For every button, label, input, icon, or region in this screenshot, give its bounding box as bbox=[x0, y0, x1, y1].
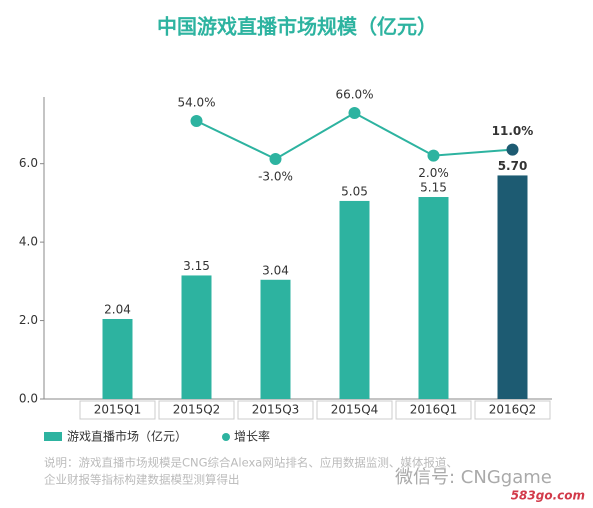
x-tick-box bbox=[237, 400, 314, 420]
growth-point bbox=[269, 153, 282, 165]
data-label: 5.70 bbox=[498, 159, 528, 173]
x-tick-box bbox=[79, 400, 156, 420]
legend-label: 增长率 bbox=[234, 429, 270, 444]
data-label: 5.15 bbox=[420, 181, 447, 195]
bar bbox=[497, 175, 528, 399]
y-tick-label: 2.0 bbox=[19, 313, 38, 327]
data-label: 3.04 bbox=[262, 263, 289, 277]
x-tick-box bbox=[158, 400, 235, 420]
bar bbox=[418, 197, 449, 399]
data-label: 2.0% bbox=[418, 166, 449, 180]
data-label: 2.04 bbox=[104, 302, 131, 316]
growth-point bbox=[427, 149, 440, 162]
note: 企业财报等指标构建数据模型测算得出 bbox=[44, 473, 240, 487]
bar bbox=[339, 200, 370, 399]
x-tick-box bbox=[395, 400, 472, 420]
site: 583go.com bbox=[511, 489, 585, 503]
data-label: -3.0% bbox=[258, 170, 293, 184]
x-tick-label: 2015Q2 bbox=[173, 403, 221, 417]
x-tick-box bbox=[316, 400, 393, 420]
bar bbox=[102, 318, 133, 399]
bar bbox=[260, 279, 291, 399]
growth-line bbox=[196, 111, 513, 161]
note: 说明：游戏直播市场规模是CNG综合Alexa网站排名、应用数据监测、媒体报道、 bbox=[44, 456, 458, 470]
x-tick-label: 2016Q2 bbox=[489, 403, 537, 417]
bar bbox=[181, 275, 212, 399]
y-tick-label: 4.0 bbox=[19, 235, 38, 249]
x-tick-label: 2015Q3 bbox=[252, 403, 300, 417]
growth-point bbox=[506, 143, 519, 156]
data-label: 3.15 bbox=[183, 259, 210, 273]
x-tick-label: 2016Q1 bbox=[410, 403, 458, 417]
data-label: 54.0% bbox=[177, 96, 215, 110]
x-tick-box bbox=[474, 400, 551, 420]
growth-point bbox=[190, 115, 203, 127]
data-label: 11.0% bbox=[492, 124, 534, 138]
legend-swatch bbox=[222, 433, 230, 441]
x-tick-label: 2015Q1 bbox=[94, 403, 142, 417]
data-label: 66.0% bbox=[335, 88, 373, 102]
watermark: 微信号: CNGgame bbox=[395, 467, 552, 488]
data-label: 5.05 bbox=[341, 184, 368, 198]
y-tick-label: 0.0 bbox=[19, 392, 38, 406]
y-tick-label: 6.0 bbox=[19, 156, 38, 170]
legend-swatch bbox=[44, 432, 62, 441]
chart-title: 中国游戏直播市场规模（亿元） bbox=[157, 15, 437, 39]
x-tick-label: 2015Q4 bbox=[331, 403, 379, 417]
legend-label: 游戏直播市场（亿元） bbox=[67, 429, 187, 444]
growth-point bbox=[348, 107, 361, 119]
